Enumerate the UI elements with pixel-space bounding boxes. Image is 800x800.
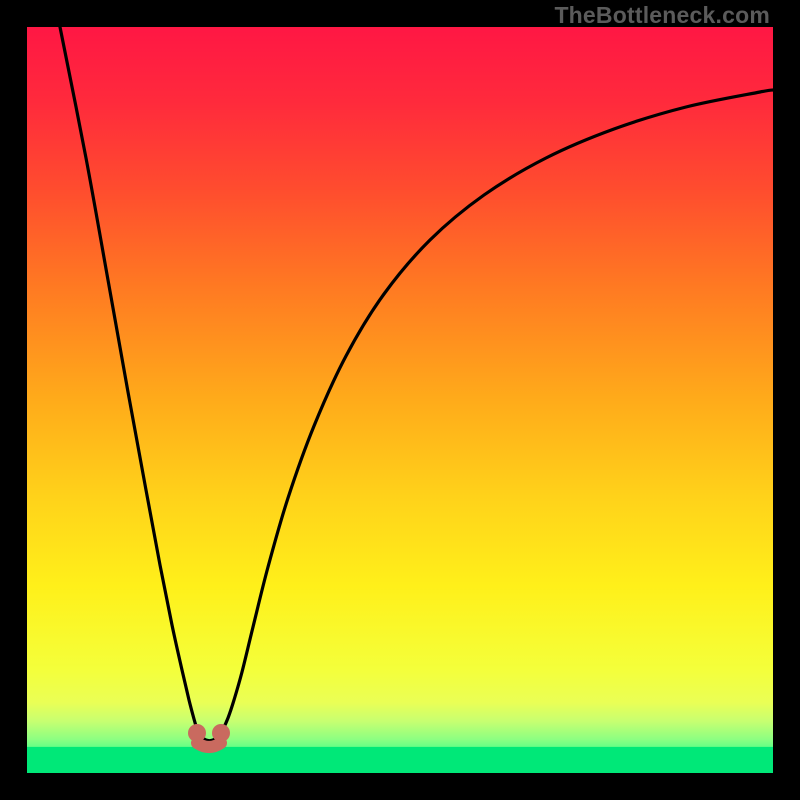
gradient-background (27, 27, 773, 773)
watermark-text: TheBottleneck.com (554, 2, 770, 29)
frame-border (0, 773, 800, 800)
valley-marker-dot-1 (212, 724, 230, 742)
valley-connector (197, 743, 221, 747)
frame-border (0, 0, 27, 800)
bottleneck-chart (0, 0, 800, 800)
valley-marker-dot-0 (188, 724, 206, 742)
frame-border (773, 0, 800, 800)
green-zone-band (27, 747, 773, 773)
